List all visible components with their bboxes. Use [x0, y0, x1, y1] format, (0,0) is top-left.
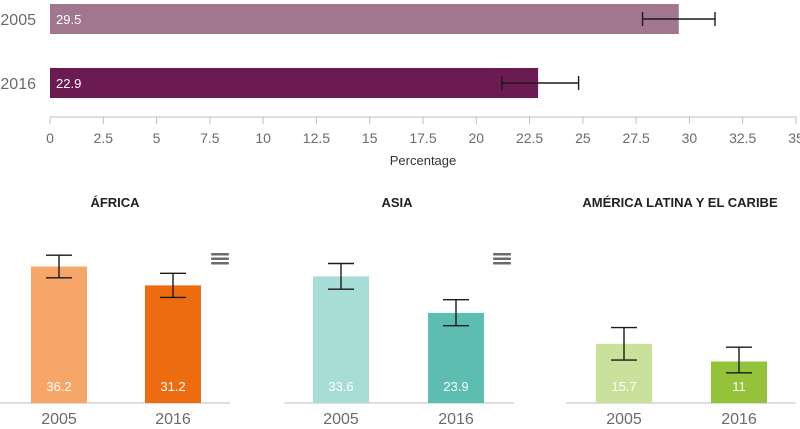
x-tick-label: 25 — [575, 130, 591, 146]
panel-asia: ASIA 33.6 2005 23.9 2016 — [284, 195, 514, 428]
x-tick-label: 7.5 — [200, 130, 220, 146]
x-category-label: 2016 — [438, 411, 474, 428]
bar-value-label: 22.9 — [56, 76, 81, 91]
top-bars: 2005 29.5 2016 22.9 — [0, 4, 716, 98]
bar-value-label: 15.7 — [611, 379, 636, 394]
panel-title-asia: ASIA — [381, 195, 413, 210]
bar-value-label: 36.2 — [46, 379, 71, 394]
bar — [31, 266, 87, 403]
hamburger-menu-icon[interactable] — [211, 253, 229, 265]
x-tick-label: 0 — [46, 130, 54, 146]
x-tick-label: 20 — [468, 130, 484, 146]
y-category-label: 2016 — [0, 76, 36, 93]
top-chart: 0 2.5 5 7.5 10 12.5 15 17.5 20 22.5 25 27.5 30 32.5 35… — [0, 4, 800, 168]
y-category-label: 2005 — [0, 12, 36, 29]
x-tick-label: 32.5 — [729, 130, 756, 146]
x-tick-label: 2.5 — [94, 130, 114, 146]
x-tick-label: 22.5 — [516, 130, 543, 146]
bar — [428, 312, 484, 403]
bar — [50, 68, 539, 98]
bar-value-label: 31.2 — [160, 379, 185, 394]
panel-title-africa: ÁFRICA — [90, 195, 140, 210]
x-category-label: 2005 — [323, 411, 359, 428]
x-tick-label: 35 — [788, 130, 800, 146]
panel-africa: ÁFRICA 36.2 2005 31.2 2016 — [0, 195, 230, 428]
x-tick-label: 12.5 — [303, 130, 330, 146]
x-tick-label: 15 — [362, 130, 378, 146]
x-tick-label: 30 — [682, 130, 698, 146]
x-tick-label: 17.5 — [409, 130, 436, 146]
bar — [313, 276, 369, 403]
bar-value-label: 33.6 — [328, 379, 353, 394]
x-category-label: 2016 — [721, 411, 757, 428]
x-tick-label: 27.5 — [623, 130, 650, 146]
x-category-label: 2005 — [41, 411, 77, 428]
bar-value-label: 11 — [732, 379, 746, 394]
x-tick-label: 10 — [255, 130, 271, 146]
x-axis-title: Percentage — [390, 153, 457, 168]
x-category-label: 2005 — [606, 411, 642, 428]
bar — [145, 285, 201, 403]
bar-value-label: 23.9 — [443, 379, 468, 394]
x-axis-ticks: 0 2.5 5 7.5 10 12.5 15 17.5 20 22.5 25 27.5 30 32.5 35 — [46, 117, 800, 146]
bar-value-label: 29.5 — [56, 12, 81, 27]
x-category-label: 2016 — [155, 411, 191, 428]
hamburger-menu-icon[interactable] — [493, 253, 511, 265]
panel-latin-america: AMÉRICA LATINA Y EL CARIBE 15.7 2005 11 201… — [566, 195, 796, 428]
panel-title-latin-america: AMÉRICA LATINA Y EL CARIBE — [582, 195, 778, 210]
x-tick-label: 5 — [153, 130, 161, 146]
bar — [50, 4, 679, 34]
